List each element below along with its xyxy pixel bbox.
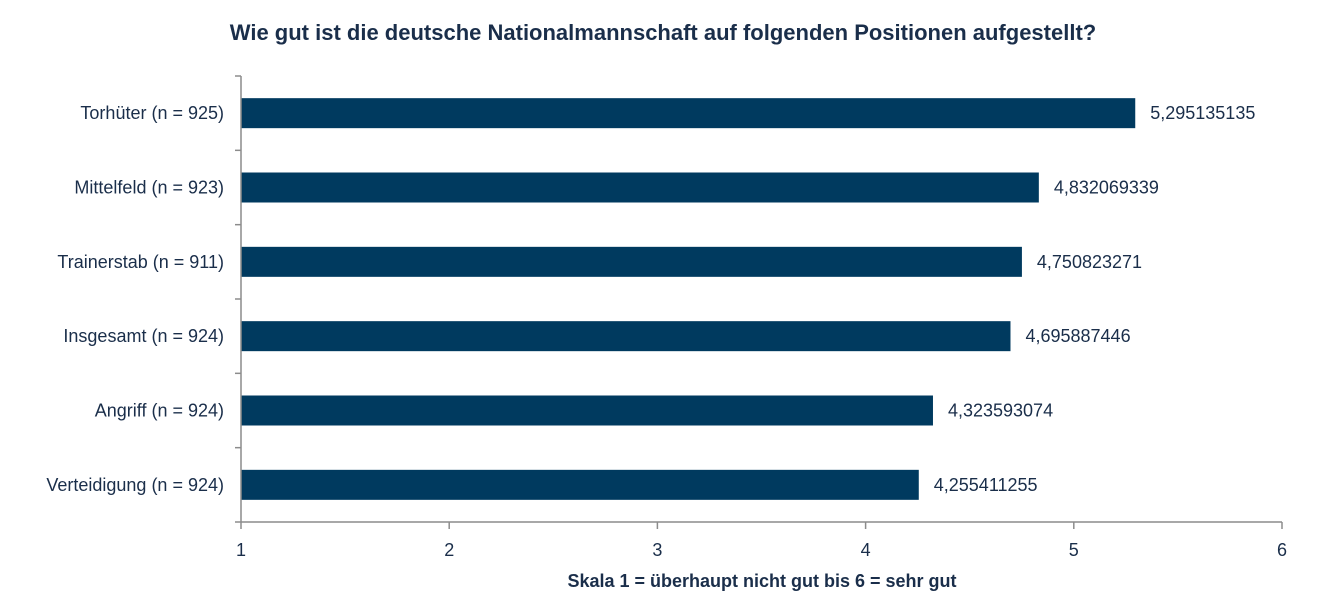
bar-2 — [241, 172, 1039, 203]
category-label-6: Verteidigung (n = 924) — [46, 475, 224, 495]
bar-3 — [241, 246, 1022, 277]
x-tick-label-6: 6 — [1277, 540, 1287, 560]
bar-4 — [241, 321, 1011, 352]
category-label-2: Mittelfeld (n = 923) — [74, 178, 224, 198]
x-tick-label-2: 2 — [444, 540, 454, 560]
data-label-2: 4,832069339 — [1054, 178, 1159, 198]
data-label-1: 5,295135135 — [1150, 103, 1255, 123]
category-label-3: Trainerstab (n = 911) — [57, 252, 224, 272]
x-tick-label-4: 4 — [861, 540, 871, 560]
data-label-6: 4,255411255 — [934, 475, 1038, 495]
x-tick-label-3: 3 — [652, 540, 662, 560]
x-tick-label-1: 1 — [236, 540, 246, 560]
x-tick-label-5: 5 — [1069, 540, 1079, 560]
x-axis-label: Skala 1 = überhaupt nicht gut bis 6 = se… — [567, 571, 956, 591]
data-label-3: 4,750823271 — [1037, 252, 1142, 272]
bars-group — [241, 98, 1136, 500]
data-label-4: 4,695887446 — [1025, 326, 1130, 346]
category-label-4: Insgesamt (n = 924) — [63, 326, 224, 346]
bar-5 — [241, 395, 933, 426]
data-label-5: 4,323593074 — [948, 401, 1053, 421]
bar-1 — [241, 98, 1136, 129]
labels-group: Torhüter (n = 925) 5,295135135 Mittelfeld … — [46, 103, 1287, 560]
category-label-5: Angriff (n = 924) — [95, 401, 224, 421]
chart-title: Wie gut ist die deutsche Nationalmannsch… — [230, 20, 1096, 45]
axes-group — [235, 75, 1283, 529]
category-label-1: Torhüter (n = 925) — [80, 103, 224, 123]
bar-6 — [241, 469, 919, 500]
